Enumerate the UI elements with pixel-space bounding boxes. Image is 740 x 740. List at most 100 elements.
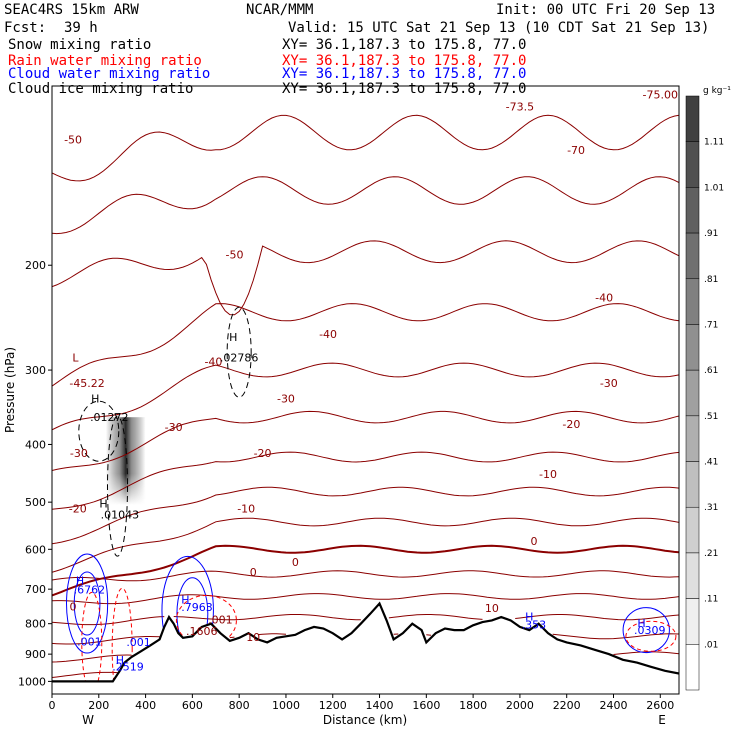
legend-xy-cloud-water: XY= 36.1,187.3 to 175.8, 77.0 [282,66,526,82]
colorbar-tick-label: .01 [704,640,718,650]
colorbar-tick-label: .51 [704,412,718,422]
x-axis: 0 200 400 600 800 1000 1200 1400 1600 1800 2000 220… [49,694,674,712]
isotherm-line [52,410,679,471]
colorbar-tick-label: .61 [704,366,718,376]
colorbar-swatch [685,369,700,417]
cloud-water-contour [66,553,109,654]
colorbar-swatch [685,141,700,188]
contour-label: -70 [567,144,585,157]
x-tick-label: 2400 [599,699,627,712]
contour-label: -10 [237,502,255,515]
isotherm-line [52,614,679,626]
terrain [52,601,679,694]
terrain-fill [52,603,679,694]
colorbar-swatch [685,415,700,462]
contour-label: .001 [126,636,151,649]
isotherm-line [52,517,679,573]
contour-label: .001 [208,614,233,627]
y-tick-label: 400 [25,438,46,451]
legend-label-rain: Rain water mixing ratio [8,53,202,69]
contour-label: 0 [70,600,77,613]
isotherm-line [52,633,679,645]
x-tick-label: 400 [135,699,156,712]
contour-label: -30 [600,377,618,390]
isotherm-line [52,651,679,663]
colorbar-swatch [685,95,700,142]
contour-label: H [76,575,84,588]
colorbar-swatch [685,506,700,554]
isotherm-line [52,570,679,582]
plot-frame [51,85,680,695]
contour-label: H [525,610,533,623]
legend-xy-snow: XY= 36.1,187.3 to 175.8, 77.0 [282,37,526,53]
contour-label: -40 [204,356,222,369]
legend-xy-cloud-ice: XY= 36.1,187.3 to 175.8, 77.0 [282,81,526,97]
x-tick-label: 2000 [506,699,534,712]
rain-water-contour [625,620,677,652]
field-legend: Snow mixing ratio XY= 36.1,187.3 to 175.… [8,37,526,97]
x-tick-label: 2600 [646,699,674,712]
colorbar-swatch [685,552,700,599]
colorbar-tick-label: .71 [704,320,718,330]
contour-label: H [116,654,124,667]
terrain-line [52,601,679,683]
x-tick-label: 600 [182,699,203,712]
contour-label: -73.5 [506,101,534,114]
x-tick-label: 200 [88,699,109,712]
contour-labels: -70 -73.5 -75.00 -50 -50 -40 -40 -40 -30 -30 -30 -3… [64,89,678,674]
y-tick-label: 800 [25,618,46,631]
contour-label: .7963 [181,601,213,614]
x-tick-label: 0 [49,699,56,712]
isotherm-line [52,240,679,316]
contour-label: .01272 [90,411,129,424]
colorbar-tick-label: .21 [704,549,718,559]
colorbar-tick-label: .11 [704,595,718,605]
contour-label: .001 [77,635,102,648]
isotherm-line [52,486,679,545]
contour-label: -75.00 [643,89,678,102]
y-tick-label: 300 [25,364,46,377]
contour-label: H [181,594,189,607]
contour-label: 0 [530,535,537,548]
contour-label: -45.22 [69,377,104,390]
contour-label: .01043 [101,509,140,522]
colorbar-tick-label: .91 [704,229,718,239]
colorbar-tick-label: 1.01 [704,183,724,193]
colorbar-swatch [685,187,700,234]
contour-label: -50 [226,249,244,262]
cloud-ice-contour [226,306,252,398]
y-tick-label: 500 [25,496,46,509]
valid-time: Valid: 15 UTC Sat 21 Sep 13 (10 CDT Sat … [288,20,709,36]
isotherm-line [52,362,679,431]
legend-xy-rain: XY= 36.1,187.3 to 175.8, 77.0 [282,53,526,69]
legend-label-snow: Snow mixing ratio [8,37,151,53]
cloud-ice-contours [78,306,252,557]
colorbar-tick-label: .31 [704,503,718,513]
contour-label: -10 [539,468,557,481]
contour-label: .02786 [220,351,259,364]
contour-label: -20 [254,447,272,460]
x-tick-label: 1800 [459,699,487,712]
contour-label: 0 [292,556,299,569]
cloud-ice-contour [107,415,129,557]
contour-label: .2519 [112,660,144,673]
contour-label: -40 [319,328,337,341]
colorbar-swatch [685,461,700,508]
colorbar-tick-label: 1.11 [704,138,724,148]
x-tick-label: 800 [229,699,250,712]
x-tick-label: 1000 [272,699,300,712]
contour-label: .6762 [74,584,106,597]
isotherm-lines [52,114,679,678]
contour-label: -30 [70,447,88,460]
contour-label: H [99,497,107,510]
isotherm-line [52,671,118,678]
isotherm-line [52,114,679,182]
contour-label: -50 [64,134,82,147]
model-title: SEAC4RS 15km ARW [4,2,139,18]
forecast-label: Fcst: [4,20,46,36]
y-axis: 200 300 400 500 600 700 800 900 1000 [18,259,52,688]
contour-label: .353 [522,618,547,631]
y-tick-label: 700 [25,583,46,596]
contour-label: -30 [165,421,183,434]
